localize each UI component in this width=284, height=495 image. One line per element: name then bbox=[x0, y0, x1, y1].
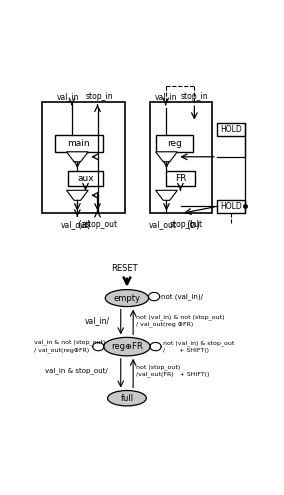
Text: val_in & not (stop_out): val_in & not (stop_out) bbox=[34, 339, 105, 345]
Text: aux: aux bbox=[77, 174, 94, 183]
Ellipse shape bbox=[105, 290, 149, 306]
Ellipse shape bbox=[108, 391, 146, 406]
Text: val_out: val_out bbox=[149, 220, 177, 229]
Bar bbox=[156, 135, 193, 152]
Text: main: main bbox=[68, 139, 90, 148]
Bar bbox=[217, 199, 245, 213]
Polygon shape bbox=[156, 152, 177, 162]
Text: stop_in: stop_in bbox=[181, 92, 208, 101]
Text: empty: empty bbox=[113, 294, 141, 302]
Polygon shape bbox=[156, 190, 177, 200]
Ellipse shape bbox=[104, 338, 150, 356]
Text: stop_out: stop_out bbox=[85, 220, 118, 229]
Text: stop_in: stop_in bbox=[85, 92, 113, 101]
Text: /       + SHIFT(): / + SHIFT() bbox=[163, 348, 209, 353]
Polygon shape bbox=[66, 190, 88, 200]
Bar bbox=[42, 102, 126, 213]
Text: / val_out(reg ⊕FR): / val_out(reg ⊕FR) bbox=[136, 321, 193, 327]
Bar bbox=[68, 171, 103, 187]
Text: val_in/: val_in/ bbox=[85, 316, 110, 325]
Text: not (val_in)/: not (val_in)/ bbox=[161, 293, 203, 300]
Text: / val_out(reg⊕FR): / val_out(reg⊕FR) bbox=[34, 347, 89, 352]
Text: val_out: val_out bbox=[61, 220, 89, 229]
Text: val_in & stop_out/: val_in & stop_out/ bbox=[45, 367, 108, 374]
Text: not (val_in) & not (stop_out): not (val_in) & not (stop_out) bbox=[136, 314, 225, 320]
Text: reg⊕FR: reg⊕FR bbox=[111, 342, 143, 351]
Bar bbox=[55, 135, 103, 152]
Text: /val_out(FR)   + SHIFT(): /val_out(FR) + SHIFT() bbox=[136, 371, 210, 377]
Text: reg: reg bbox=[167, 139, 182, 148]
Text: full: full bbox=[120, 394, 133, 403]
Text: HOLD: HOLD bbox=[220, 202, 242, 211]
Bar bbox=[217, 123, 245, 137]
Text: (b): (b) bbox=[186, 219, 200, 229]
Text: val_in: val_in bbox=[154, 92, 177, 101]
Text: (a): (a) bbox=[77, 219, 90, 229]
Text: not (val_in) & stop_out: not (val_in) & stop_out bbox=[163, 340, 234, 346]
Text: HOLD: HOLD bbox=[220, 125, 242, 134]
Bar bbox=[150, 102, 212, 213]
Bar bbox=[166, 171, 195, 187]
Text: RESET: RESET bbox=[111, 264, 138, 273]
Text: not (stop_out): not (stop_out) bbox=[136, 364, 181, 370]
Text: stop_out: stop_out bbox=[169, 220, 202, 229]
Text: FR: FR bbox=[175, 174, 186, 183]
Polygon shape bbox=[66, 152, 88, 162]
Text: val_in: val_in bbox=[57, 92, 79, 101]
